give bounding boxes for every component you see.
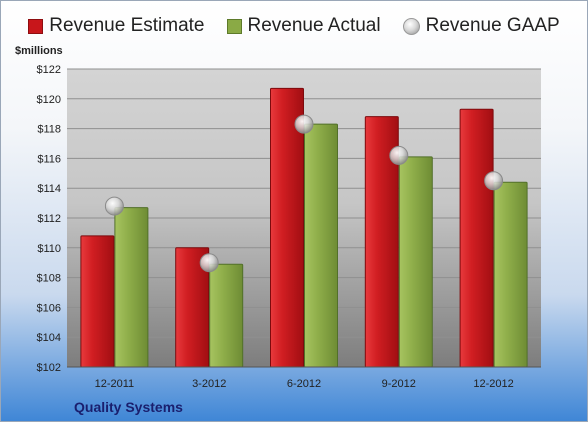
bar-revenue-actual bbox=[398, 156, 433, 368]
x-axis-ticks: 12-2011 3-2012 6-2012 9-2012 12-2012 bbox=[95, 378, 514, 390]
y-tick-label: $106 bbox=[37, 302, 61, 314]
marker-revenue-gaap bbox=[199, 253, 219, 273]
bar-revenue-actual bbox=[304, 123, 338, 368]
legend-swatch-estimate bbox=[28, 18, 44, 34]
bar-revenue-actual bbox=[114, 207, 149, 368]
legend-item-estimate: Revenue Estimate bbox=[28, 15, 205, 37]
marker-revenue-gaap bbox=[104, 196, 124, 216]
bar-revenue-actual bbox=[493, 181, 528, 368]
company-name: Quality Systems bbox=[74, 399, 183, 415]
legend-label-gaap: Revenue GAAP bbox=[425, 15, 560, 36]
y-tick-label: $122 bbox=[37, 64, 61, 76]
marker-revenue-gaap bbox=[484, 171, 504, 191]
y-tick-label: $120 bbox=[37, 94, 61, 106]
bar-revenue-estimate bbox=[80, 235, 115, 368]
legend-item-actual: Revenue Actual bbox=[226, 15, 381, 37]
y-tick-label: $118 bbox=[37, 124, 61, 136]
y-axis-units-label: $millions bbox=[15, 45, 63, 57]
gaap-markers bbox=[104, 114, 504, 273]
y-tick-label: $116 bbox=[37, 153, 61, 165]
legend-label-actual: Revenue Actual bbox=[247, 15, 381, 36]
y-tick-label: $104 bbox=[37, 332, 61, 344]
bar-revenue-estimate bbox=[459, 108, 494, 368]
y-tick-label: $114 bbox=[37, 183, 61, 195]
x-tick-label: 12-2011 bbox=[95, 378, 135, 390]
y-tick-label: $108 bbox=[37, 273, 61, 285]
legend-swatch-actual bbox=[226, 18, 242, 34]
x-tick-label: 6-2012 bbox=[287, 378, 321, 390]
y-tick-label: $102 bbox=[37, 362, 61, 374]
x-tick-label: 9-2012 bbox=[382, 378, 416, 390]
bar-revenue-actual bbox=[209, 263, 244, 368]
marker-revenue-gaap bbox=[294, 114, 314, 134]
bars bbox=[80, 87, 528, 368]
y-tick-label: $110 bbox=[37, 243, 61, 255]
legend-item-gaap: Revenue GAAP bbox=[402, 15, 560, 37]
marker-revenue-gaap bbox=[389, 145, 409, 165]
x-tick-label: 12-2012 bbox=[473, 378, 513, 390]
legend-label-estimate: Revenue Estimate bbox=[49, 15, 205, 36]
y-axis-ticks: $102 $104 $106 $108 $110 $112 $114 $116 $118 $120… bbox=[37, 64, 61, 374]
x-tick-label: 3-2012 bbox=[192, 378, 226, 390]
y-tick-label: $112 bbox=[37, 213, 61, 225]
legend-marker-gaap bbox=[402, 17, 420, 35]
legend: Revenue Estimate Revenue Actual Revenue … bbox=[1, 15, 587, 37]
